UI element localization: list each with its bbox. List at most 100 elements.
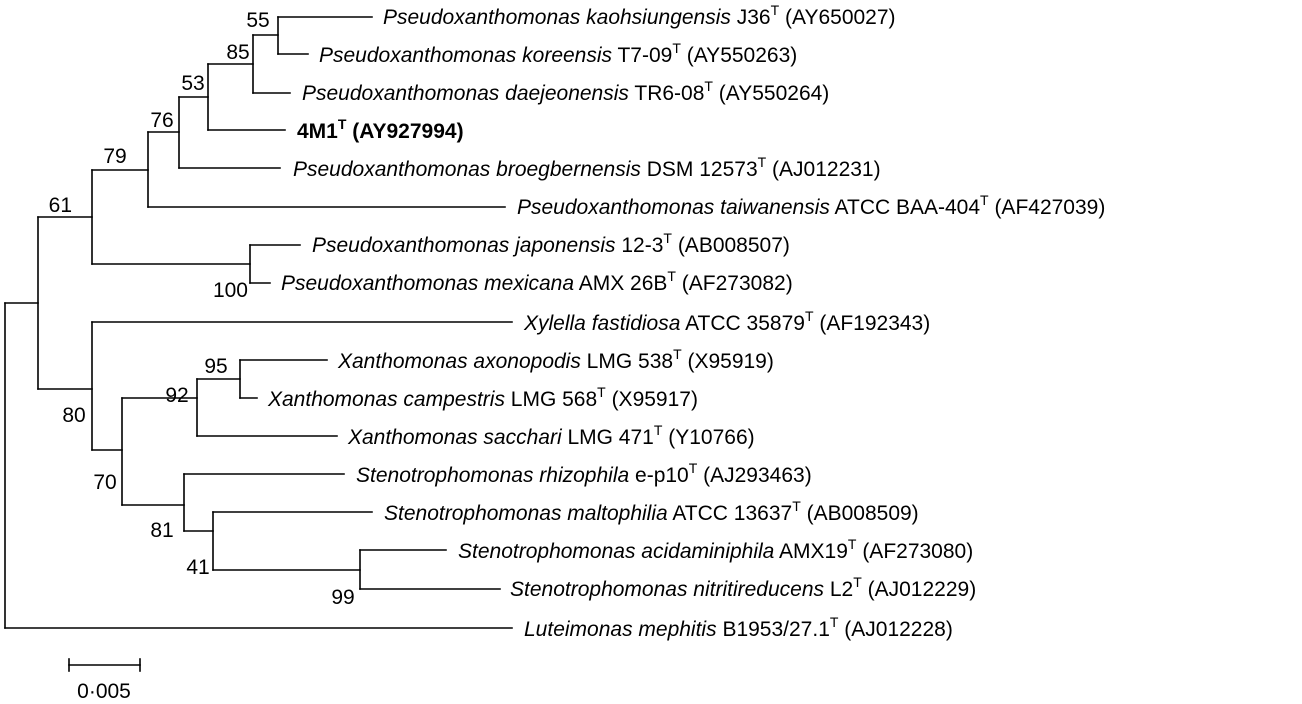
taxon-name: Stenotrophomonas nitritireducens (510, 578, 825, 601)
taxon-name: Luteimonas mephitis (524, 618, 717, 641)
type-strain-mark: T (654, 422, 663, 438)
bootstrap-value: 70 (93, 471, 116, 494)
accession-number: (AB008509) (801, 502, 919, 525)
taxon-label: Stenotrophomonas maltophilia ATCC 13637T… (384, 498, 919, 525)
bootstrap-value: 76 (150, 109, 173, 132)
bootstrap-value: 53 (181, 72, 204, 95)
accession-number: (AY550263) (681, 44, 797, 67)
taxon-name: Stenotrophomonas rhizophila (356, 464, 629, 487)
strain-name: T7-09 (612, 44, 672, 67)
type-strain-mark: T (667, 268, 676, 284)
taxon-name: Pseudoxanthomonas kaohsiungensis (383, 6, 731, 29)
type-strain-mark: T (704, 78, 713, 94)
taxon-label: Pseudoxanthomonas daejeonensis TR6-08T (… (302, 78, 829, 105)
scale-bar: 0·005 (68, 658, 141, 703)
strain-name: ATCC BAA-404 (830, 196, 980, 219)
accession-number: (AB008507) (672, 234, 790, 257)
type-strain-mark: T (853, 574, 862, 590)
bootstrap-value: 61 (49, 194, 72, 217)
accession-number: (Y10766) (662, 426, 754, 449)
strain-name: LMG 568 (505, 388, 597, 411)
bootstrap-value: 95 (204, 355, 227, 378)
type-strain-mark: T (758, 154, 767, 170)
accession-number: (AY927994) (346, 120, 463, 143)
tree-branches (4, 16, 513, 629)
type-strain-mark: T (980, 192, 989, 208)
type-strain-mark: T (673, 346, 682, 362)
accession-number: (X95917) (606, 388, 698, 411)
taxon-label: Xylella fastidiosa ATCC 35879T (AF192343… (523, 308, 930, 335)
taxon-name: Stenotrophomonas maltophilia (384, 502, 668, 525)
strain-name: J36 (731, 6, 771, 29)
scale-bar-label: 0·005 (77, 680, 131, 703)
accession-number: (AY650027) (779, 6, 895, 29)
strain-name: 4M1 (297, 120, 338, 143)
bootstrap-value: 80 (62, 404, 85, 427)
type-strain-mark: T (338, 116, 347, 132)
taxon-name: Pseudoxanthomonas taiwanensis (517, 196, 830, 219)
taxon-name: Pseudoxanthomonas mexicana (281, 272, 574, 295)
taxon-name: Stenotrophomonas acidaminiphila (458, 540, 774, 563)
taxon-label: Xanthomonas campestris LMG 568T (X95917) (267, 384, 698, 411)
strain-name: ATCC 13637 (668, 502, 793, 525)
type-strain-mark: T (792, 498, 801, 514)
strain-name: AMX 26B (574, 272, 667, 295)
strain-name: LMG 538 (581, 350, 673, 373)
taxon-label: Pseudoxanthomonas broegbernensis DSM 125… (293, 154, 881, 181)
taxon-name: Xylella fastidiosa (523, 312, 680, 335)
bootstrap-value: 55 (246, 9, 269, 32)
strain-name: L2 (824, 578, 853, 601)
taxon-label: Pseudoxanthomonas taiwanensis ATCC BAA-4… (517, 192, 1105, 219)
accession-number: (AF273082) (676, 272, 793, 295)
taxon-label: Pseudoxanthomonas mexicana AMX 26BT (AF2… (281, 268, 793, 295)
strain-name: AMX19 (774, 540, 848, 563)
taxon-label: Xanthomonas axonopodis LMG 538T (X95919) (337, 346, 774, 373)
strain-name: ATCC 35879 (680, 312, 805, 335)
bootstrap-value: 85 (226, 41, 249, 64)
accession-number: (X95919) (682, 350, 774, 373)
bootstrap-value: 79 (103, 145, 126, 168)
type-strain-mark: T (672, 40, 681, 56)
type-strain-mark: T (805, 308, 814, 324)
strain-name: DSM 12573 (641, 158, 758, 181)
type-strain-mark: T (689, 460, 698, 476)
taxon-label: Stenotrophomonas nitritireducens L2T (AJ… (510, 574, 976, 601)
strain-name: TR6-08 (629, 82, 704, 105)
taxon-name: Pseudoxanthomonas koreensis (319, 44, 613, 67)
taxon-name: Pseudoxanthomonas japonensis (312, 234, 616, 257)
taxon-label: Pseudoxanthomonas japonensis 12-3T (AB00… (312, 230, 790, 257)
strain-name: 12-3 (616, 234, 664, 257)
type-strain-mark: T (848, 536, 857, 552)
type-strain-mark: T (771, 2, 780, 18)
taxon-name: Pseudoxanthomonas broegbernensis (293, 158, 641, 181)
taxon-name: Pseudoxanthomonas daejeonensis (302, 82, 629, 105)
accession-number: (AF427039) (989, 196, 1106, 219)
accession-number: (AJ293463) (697, 464, 811, 487)
taxon-label: Stenotrophomonas acidaminiphila AMX19T (… (458, 536, 973, 563)
accession-number: (AF192343) (814, 312, 931, 335)
leaf-labels: Pseudoxanthomonas kaohsiungensis J36T (A… (267, 2, 1105, 641)
bootstrap-value: 92 (165, 384, 188, 407)
accession-number: (AF273080) (856, 540, 973, 563)
strain-name: e-p10 (629, 464, 689, 487)
taxon-label: Pseudoxanthomonas kaohsiungensis J36T (A… (383, 2, 896, 29)
accession-number: (AJ012231) (766, 158, 880, 181)
accession-number: (AY550264) (713, 82, 829, 105)
taxon-label: Pseudoxanthomonas koreensis T7-09T (AY55… (319, 40, 797, 67)
taxon-label: Luteimonas mephitis B1953/27.1T (AJ01222… (524, 614, 953, 641)
bootstrap-value: 99 (331, 586, 354, 609)
taxon-label: Stenotrophomonas rhizophila e-p10T (AJ29… (356, 460, 812, 487)
taxon-name: Xanthomonas sacchari (347, 426, 563, 449)
taxon-name: Xanthomonas campestris (267, 388, 505, 411)
bootstrap-value: 41 (186, 556, 209, 579)
type-strain-mark: T (663, 230, 672, 246)
accession-number: (AJ012229) (862, 578, 976, 601)
taxon-label: 4M1T (AY927994) (297, 116, 464, 143)
type-strain-mark: T (830, 614, 839, 630)
accession-number: (AJ012228) (838, 618, 952, 641)
strain-name: LMG 471 (562, 426, 654, 449)
taxon-name: Xanthomonas axonopodis (337, 350, 581, 373)
bootstrap-value: 81 (150, 519, 173, 542)
strain-name: B1953/27.1 (717, 618, 830, 641)
